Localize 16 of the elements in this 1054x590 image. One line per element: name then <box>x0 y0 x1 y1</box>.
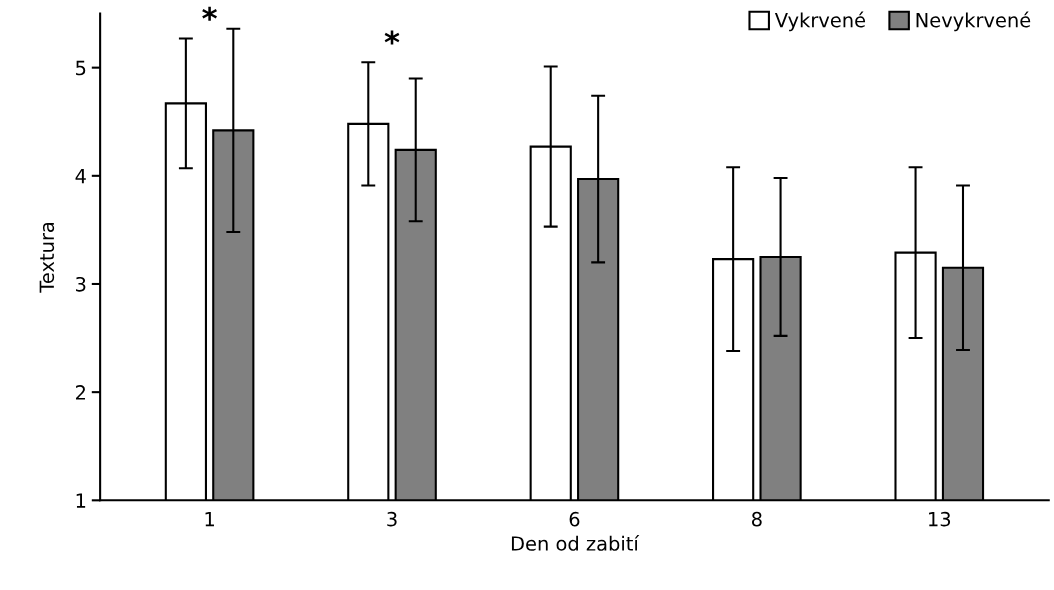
y-tick-label: 1 <box>76 493 86 508</box>
x-tick-label: 1 <box>205 512 214 527</box>
y-axis-title: Textura <box>39 222 55 293</box>
x-tick-label: 3 <box>387 511 397 527</box>
y-tick-label: 4 <box>75 169 86 184</box>
y-tick-label: 3 <box>76 276 86 292</box>
annotation: * <box>384 30 400 45</box>
annotation: * <box>202 6 217 21</box>
legend-label: Vykrvené <box>774 11 866 32</box>
y-tick-label: 5 <box>76 60 86 76</box>
x-tick-label: 6 <box>569 511 580 527</box>
y-tick-label: 2 <box>75 385 85 400</box>
x-tick-label: 13 <box>929 511 951 527</box>
x-axis-title: Den od zabití <box>511 535 640 551</box>
legend-label: Nevykrvené <box>916 11 1031 32</box>
x-tick-label: 8 <box>751 511 762 527</box>
